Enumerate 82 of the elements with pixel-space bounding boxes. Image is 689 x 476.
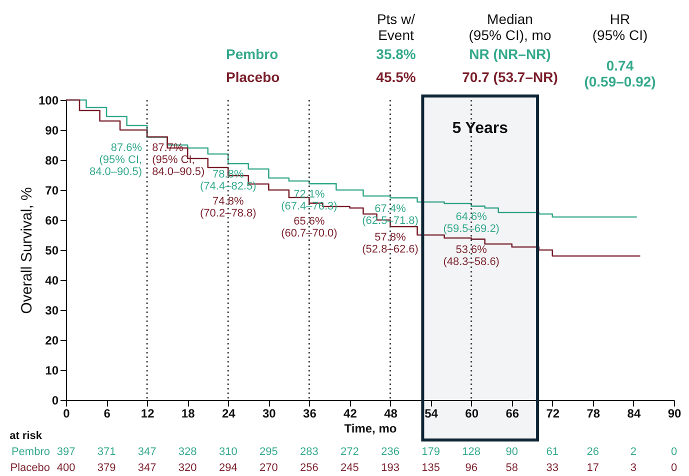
text: 245 xyxy=(340,462,359,474)
x-tick-label: 0 xyxy=(63,406,70,420)
text: 256 xyxy=(300,462,318,474)
text: 193 xyxy=(381,462,400,474)
text: 379 xyxy=(97,462,116,474)
x-axis-title: Time, mo xyxy=(344,422,397,436)
x-tick-label: 90 xyxy=(668,406,682,420)
text: 320 xyxy=(178,462,197,474)
data-label: 64.6% (59.5–69.2) xyxy=(443,211,500,236)
x-tick-label: 18 xyxy=(181,406,196,420)
x-tick-label: 78 xyxy=(586,406,600,420)
data-label: 74.8% (70.2–78.8) xyxy=(200,196,256,220)
text: 371 xyxy=(97,446,116,458)
text: 0.74 (0.59–0.92) xyxy=(584,58,656,90)
text: Placebo xyxy=(226,69,280,85)
y-tick-label: 20 xyxy=(45,334,59,348)
x-tick-label: 24 xyxy=(222,406,236,420)
text: 61 xyxy=(546,446,559,458)
text: Placebo xyxy=(10,462,50,474)
y-tick-label: 30 xyxy=(45,304,59,318)
x-tick-label: 84 xyxy=(627,406,641,420)
text: Pts w/ Event xyxy=(376,11,416,43)
text: 128 xyxy=(462,446,481,458)
x-tick-label: 72 xyxy=(546,406,560,420)
text: 45.5% xyxy=(376,69,416,85)
text: 135 xyxy=(422,462,440,474)
data-label: 72.1% (67.4–76.3) xyxy=(281,188,338,213)
x-tick-label: 6 xyxy=(104,406,111,420)
text: NR (NR–NR) xyxy=(469,46,551,62)
x-tick-label: 66 xyxy=(506,406,520,420)
x-tick-label: 60 xyxy=(465,406,479,420)
text: 310 xyxy=(218,446,238,458)
x-tick-label: 54 xyxy=(424,406,438,420)
text: 2 xyxy=(630,446,637,458)
y-tick-label: 50 xyxy=(45,244,59,258)
text: Pembro xyxy=(226,46,278,62)
x-tick-label: 42 xyxy=(344,406,358,420)
text: Pembro xyxy=(11,446,50,458)
y-tick-label: 40 xyxy=(45,274,59,288)
y-tick-label: 90 xyxy=(45,124,59,138)
text: 328 xyxy=(178,446,197,458)
y-tick-label: 100 xyxy=(38,94,59,108)
text: 283 xyxy=(300,446,318,458)
text: 179 xyxy=(422,446,440,458)
band-label: 5 Years xyxy=(452,120,508,137)
text: 33 xyxy=(546,462,559,474)
x-tick-label: 30 xyxy=(262,406,276,420)
x-tick-label: 12 xyxy=(140,406,155,420)
text: 236 xyxy=(381,446,400,458)
text: 35.8% xyxy=(376,46,416,62)
text: 400 xyxy=(56,462,76,474)
y-tick-label: 0 xyxy=(52,394,59,408)
data-label: 87.6% (95% CI, 84.0–90.5) xyxy=(89,142,142,178)
data-label: 53.6% (48.3–58.6) xyxy=(443,244,500,268)
text: 26 xyxy=(586,446,600,458)
text: 90 xyxy=(506,446,518,458)
text: at risk xyxy=(10,430,43,442)
text: Median (95% CI), mo xyxy=(468,11,552,43)
text: 0 xyxy=(670,446,678,458)
text: 96 xyxy=(465,462,478,474)
y-tick-label: 60 xyxy=(45,214,59,228)
text: 17 xyxy=(586,462,600,474)
text: 3 xyxy=(630,462,637,474)
text: 272 xyxy=(340,446,359,458)
y-axis-title: Overall Survival, % xyxy=(18,187,36,314)
x-tick-label: 36 xyxy=(303,406,317,420)
data-label: 65.6% (60.7–70.0) xyxy=(281,216,338,240)
y-tick-label: 10 xyxy=(45,364,59,378)
x-tick-label: 48 xyxy=(384,406,398,420)
text: HR (95% CI) xyxy=(592,11,648,43)
text: 347 xyxy=(138,446,156,458)
text: 70.7 (53.7–NR) xyxy=(462,69,558,85)
text: 0 xyxy=(670,462,678,474)
text: 294 xyxy=(218,462,238,474)
text: 270 xyxy=(259,462,278,474)
text: 295 xyxy=(259,446,278,458)
text: 347 xyxy=(138,462,156,474)
data-label: 57.8% (52.8–62.6) xyxy=(362,232,418,256)
text: 58 xyxy=(506,462,518,474)
text: 397 xyxy=(56,446,76,458)
y-tick-label: 70 xyxy=(45,184,59,198)
y-tick-label: 80 xyxy=(45,154,59,168)
